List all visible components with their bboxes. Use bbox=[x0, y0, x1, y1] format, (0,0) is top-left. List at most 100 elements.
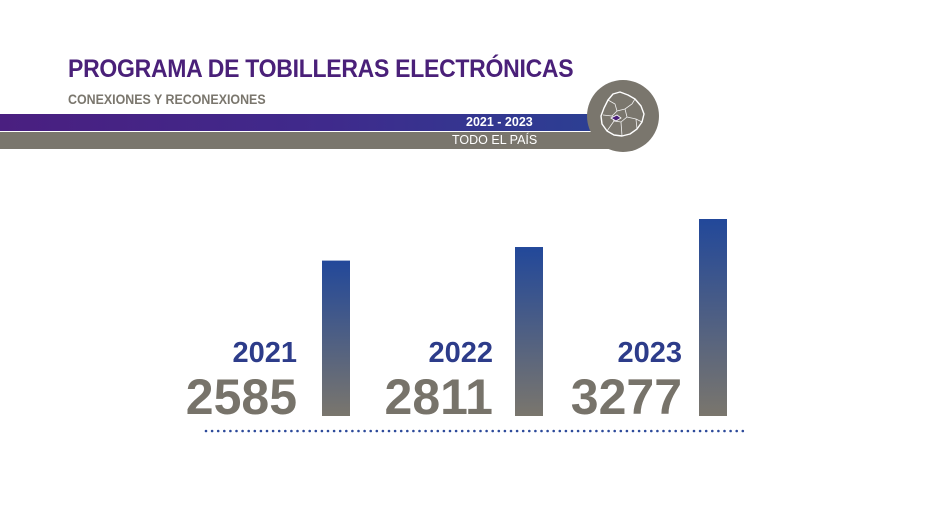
baseline-dot bbox=[351, 429, 354, 433]
baseline-dot bbox=[485, 429, 488, 433]
baseline-dot bbox=[704, 429, 708, 433]
baseline-dot bbox=[424, 429, 427, 433]
baseline-dot bbox=[570, 429, 574, 433]
baseline-dot bbox=[314, 429, 318, 433]
baseline-dot bbox=[223, 429, 226, 433]
baseline-dot bbox=[387, 429, 391, 433]
bar-2022 bbox=[515, 247, 543, 416]
baseline-dot bbox=[680, 429, 684, 433]
baseline-dot bbox=[296, 429, 299, 433]
baseline-dot bbox=[460, 429, 464, 433]
baseline-dot bbox=[607, 429, 610, 433]
year-label-2022: 2022 bbox=[428, 337, 493, 369]
baseline-dot bbox=[320, 429, 324, 433]
baseline-dot bbox=[540, 429, 543, 433]
value-label-2023: 3277 bbox=[571, 369, 682, 425]
baseline-dot bbox=[692, 429, 696, 433]
baseline-dot bbox=[454, 429, 458, 433]
header-band-purple bbox=[0, 114, 592, 131]
period-label: 2021 - 2023 bbox=[466, 115, 533, 129]
baseline-dot bbox=[399, 429, 403, 433]
baseline-dot bbox=[613, 429, 616, 433]
baseline-dot bbox=[509, 429, 513, 433]
scope-label: TODO EL PAÍS bbox=[452, 133, 538, 147]
baseline-dot bbox=[619, 429, 623, 433]
baseline-dot bbox=[229, 429, 232, 433]
baseline-dots bbox=[204, 429, 745, 433]
baseline-dot bbox=[436, 429, 440, 433]
bar-group bbox=[322, 219, 727, 416]
baseline-dot bbox=[216, 429, 220, 433]
baseline-dot bbox=[698, 429, 702, 433]
baseline-dot bbox=[393, 429, 397, 433]
baseline-dot bbox=[259, 429, 263, 433]
baseline-dot bbox=[637, 429, 641, 433]
baseline-dot bbox=[418, 429, 421, 433]
baseline-dot bbox=[576, 429, 580, 433]
baseline-dot bbox=[589, 429, 592, 433]
baseline-dot bbox=[711, 429, 714, 433]
baseline-dot bbox=[582, 429, 586, 433]
baseline-dot bbox=[735, 429, 738, 433]
baseline-dot bbox=[290, 429, 293, 433]
year-label-2021: 2021 bbox=[232, 337, 297, 369]
baseline-dot bbox=[467, 429, 470, 433]
baseline-dot bbox=[277, 429, 281, 433]
baseline-dot bbox=[375, 429, 379, 433]
baseline-dot bbox=[595, 429, 598, 433]
baseline-dot bbox=[558, 429, 562, 433]
baseline-dot bbox=[271, 429, 275, 433]
baseline-dot bbox=[369, 429, 373, 433]
baseline-dot bbox=[650, 429, 653, 433]
baseline-dot bbox=[729, 429, 732, 433]
baseline-dot bbox=[210, 429, 214, 433]
baseline-dot bbox=[265, 429, 269, 433]
baseline-dot bbox=[357, 429, 360, 433]
baseline-dot bbox=[662, 429, 665, 433]
baseline-dot bbox=[717, 429, 720, 433]
baseline-dot bbox=[656, 429, 659, 433]
baseline-dot bbox=[528, 429, 531, 433]
baseline-dot bbox=[534, 429, 537, 433]
value-label-2021: 2585 bbox=[186, 369, 297, 425]
baseline-dot bbox=[741, 429, 745, 433]
baseline-dot bbox=[204, 429, 208, 433]
baseline-dot bbox=[521, 429, 525, 433]
baseline-dot bbox=[345, 429, 348, 433]
year-label-2023: 2023 bbox=[617, 337, 682, 369]
baseline-dot bbox=[253, 429, 257, 433]
baseline-dot bbox=[332, 429, 336, 433]
baseline-dot bbox=[442, 429, 446, 433]
baseline-dot bbox=[515, 429, 519, 433]
baseline-dot bbox=[381, 429, 385, 433]
baseline-dot bbox=[625, 429, 629, 433]
baseline-dot bbox=[473, 429, 476, 433]
value-label-2022: 2811 bbox=[385, 369, 493, 425]
baseline-dot bbox=[601, 429, 604, 433]
baseline-dot bbox=[552, 429, 555, 433]
baseline-dot bbox=[723, 429, 726, 433]
baseline-dot bbox=[363, 429, 366, 433]
baseline-dot bbox=[241, 429, 244, 433]
baseline-dot bbox=[302, 429, 305, 433]
baseline-dot bbox=[674, 429, 677, 433]
baseline-dot bbox=[284, 429, 287, 433]
uruguay-map-icon bbox=[600, 91, 645, 137]
header-band-gray bbox=[0, 132, 628, 149]
baseline-dot bbox=[406, 429, 409, 433]
baseline-dot bbox=[546, 429, 549, 433]
page-subtitle: CONEXIONES Y RECONEXIONES bbox=[68, 92, 266, 107]
baseline-dot bbox=[686, 429, 690, 433]
baseline-dot bbox=[308, 429, 312, 433]
baseline-dot bbox=[631, 429, 635, 433]
baseline-dot bbox=[412, 429, 415, 433]
bar-2023 bbox=[699, 219, 727, 416]
bar-2021 bbox=[322, 260, 350, 416]
baseline-dot bbox=[668, 429, 671, 433]
baseline-dot bbox=[338, 429, 342, 433]
baseline-dot bbox=[491, 429, 495, 433]
baseline-dot bbox=[564, 429, 568, 433]
baseline-dot bbox=[247, 429, 250, 433]
baseline-dot bbox=[497, 429, 501, 433]
